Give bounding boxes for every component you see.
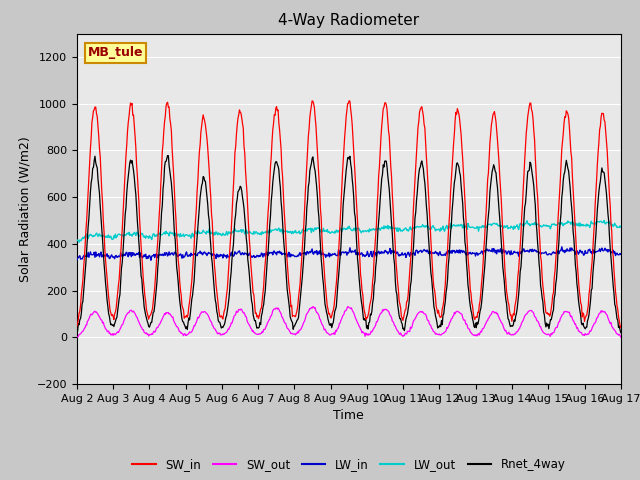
Legend: SW_in, SW_out, LW_in, LW_out, Rnet_4way: SW_in, SW_out, LW_in, LW_out, Rnet_4way	[127, 454, 570, 476]
X-axis label: Time: Time	[333, 409, 364, 422]
Title: 4-Way Radiometer: 4-Way Radiometer	[278, 13, 419, 28]
Text: MB_tule: MB_tule	[88, 47, 143, 60]
Y-axis label: Solar Radiation (W/m2): Solar Radiation (W/m2)	[18, 136, 31, 282]
